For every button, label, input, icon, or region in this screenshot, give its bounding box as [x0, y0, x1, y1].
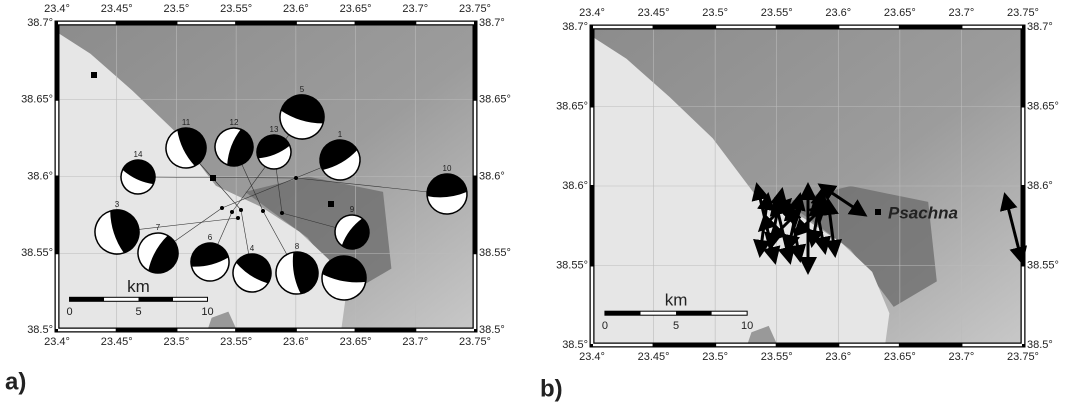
lon-label-top: 23.7° [949, 7, 975, 19]
station [91, 72, 97, 78]
lat-label-left: 38.65° [21, 94, 53, 106]
lon-label-bottom: 23.6° [825, 351, 851, 363]
scale-tick: 10 [741, 320, 753, 332]
event-number: 6 [208, 233, 213, 242]
lat-label-left: 38.6° [562, 180, 588, 192]
epicenter [239, 208, 243, 212]
lon-label-bottom: 23.45° [638, 351, 670, 363]
epicenter [220, 206, 224, 210]
lat-label-right: 38.7° [1027, 21, 1053, 33]
event-number: 5 [300, 85, 305, 94]
lat-label-left: 38.65° [556, 100, 588, 112]
lon-label-bottom: 23.5° [702, 351, 728, 363]
lat-label-left: 38.5° [27, 324, 53, 336]
town-marker [875, 209, 881, 215]
event-number: 4 [250, 244, 255, 253]
panel-label: b) [540, 375, 563, 402]
station [328, 201, 334, 207]
event-number: 13 [270, 125, 279, 134]
scale-tick: 5 [673, 320, 679, 332]
event-number: 10 [443, 164, 452, 173]
lon-label-bottom: 23.75° [459, 336, 491, 348]
lon-label-top: 23.7° [402, 3, 428, 15]
lat-label-left: 38.6° [27, 170, 53, 182]
lat-label-right: 38.65° [479, 94, 511, 106]
lon-label-bottom: 23.5° [164, 336, 190, 348]
lat-label-left: 38.55° [21, 247, 53, 259]
lat-label-left: 38.55° [556, 259, 588, 271]
event-number: 1 [338, 130, 343, 139]
scale-bar-fill [139, 297, 173, 301]
lon-label-bottom: 23.6° [283, 336, 309, 348]
lon-label-bottom: 23.7° [402, 336, 428, 348]
lat-label-right: 38.6° [479, 170, 505, 182]
lon-label-bottom: 23.45° [101, 336, 133, 348]
event-number: 3 [115, 200, 120, 209]
lon-label-top: 23.6° [825, 7, 851, 19]
epicenter [280, 211, 284, 215]
event-number: 11 [182, 118, 191, 127]
scale-bar-fill [605, 311, 641, 315]
scale-unit: km [665, 291, 688, 310]
lat-label-right: 38.65° [1027, 100, 1059, 112]
scale-bar-fill [70, 297, 104, 301]
lon-label-bottom: 23.55° [761, 351, 793, 363]
lon-label-top: 23.65° [340, 3, 372, 15]
event-number: 8 [295, 242, 300, 251]
lon-label-bottom: 23.75° [1007, 351, 1039, 363]
lat-label-right: 38.55° [479, 247, 511, 259]
scale-tick: 5 [135, 306, 141, 318]
scale-bar-fill [676, 311, 712, 315]
lon-label-top: 23.45° [638, 7, 670, 19]
lon-label-top: 23.6° [283, 3, 309, 15]
lon-label-top: 23.4° [579, 7, 605, 19]
scale-tick: 0 [602, 320, 608, 332]
lat-label-right: 38.6° [1027, 180, 1053, 192]
lat-label-right: 38.55° [1027, 259, 1059, 271]
place-name: Psachna [888, 203, 958, 222]
lon-label-bottom: 23.55° [220, 336, 252, 348]
epicenter [261, 209, 265, 213]
lon-label-bottom: 23.4° [579, 351, 605, 363]
lat-label-left: 38.7° [27, 17, 53, 29]
lat-label-right: 38.7° [479, 17, 505, 29]
lon-label-top: 23.4° [44, 3, 70, 15]
scale-unit: km [127, 277, 150, 296]
event-number: 7 [156, 223, 161, 232]
lat-label-left: 38.7° [562, 21, 588, 33]
lat-label-left: 38.5° [562, 339, 588, 351]
figure: 23.4° 23.4° 23.45° 23.45° 23.5° 23.5° 23.55° 23… [0, 0, 1070, 405]
lat-label-right: 38.5° [479, 324, 505, 336]
lon-label-top: 23.65° [884, 7, 916, 19]
lon-label-bottom: 23.4° [44, 336, 70, 348]
lon-label-top: 23.5° [164, 3, 190, 15]
lon-label-top: 23.55° [761, 7, 793, 19]
panel-label: a) [5, 368, 26, 395]
lat-label-right: 38.5° [1027, 339, 1053, 351]
event-number: 9 [350, 205, 355, 214]
lon-label-bottom: 23.65° [884, 351, 916, 363]
event-number: 14 [134, 150, 143, 159]
epicenter [236, 216, 240, 220]
lon-label-bottom: 23.65° [340, 336, 372, 348]
lon-label-top: 23.5° [702, 7, 728, 19]
epicenter [294, 176, 298, 180]
station [210, 175, 216, 181]
lon-label-top: 23.75° [459, 3, 491, 15]
event-number: 12 [230, 118, 239, 127]
scale-tick: 0 [66, 306, 72, 318]
lon-label-top: 23.55° [220, 3, 252, 15]
scale-tick: 10 [201, 306, 213, 318]
lon-label-top: 23.45° [101, 3, 133, 15]
lon-label-bottom: 23.7° [949, 351, 975, 363]
epicenter [230, 210, 234, 214]
lon-label-top: 23.75° [1007, 7, 1039, 19]
